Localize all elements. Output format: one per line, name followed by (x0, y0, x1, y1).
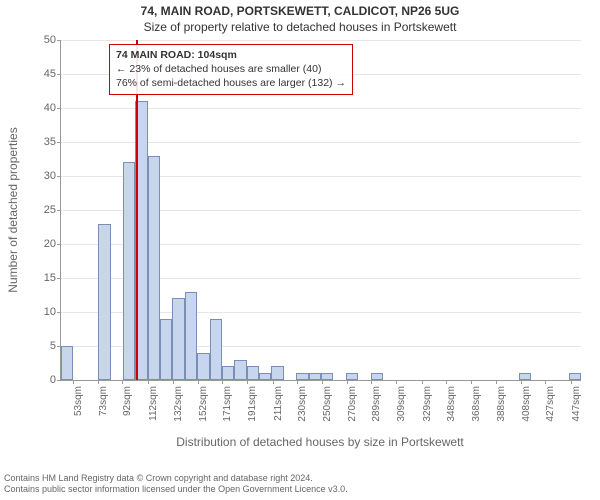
xtick-mark (347, 380, 348, 384)
xtick-mark (571, 380, 572, 384)
annotation-line: 74 MAIN ROAD: 104sqm (116, 48, 346, 62)
xtick-label: 73sqm (98, 386, 109, 416)
x-axis-title: Distribution of detached houses by size … (60, 435, 580, 449)
histogram-bar (197, 353, 209, 380)
chart-title-sub: Size of property relative to detached ho… (0, 20, 600, 34)
ytick-mark (57, 40, 61, 41)
xtick-label: 348sqm (446, 386, 457, 422)
histogram-bar (234, 360, 246, 380)
ytick-label: 45 (44, 68, 56, 80)
ytick-label: 0 (50, 374, 56, 386)
xtick-label: 309sqm (396, 386, 407, 422)
xtick-mark (148, 380, 149, 384)
xtick-label: 447sqm (571, 386, 582, 422)
gridline (61, 40, 581, 41)
ytick-mark (57, 380, 61, 381)
chart-title-main: 74, MAIN ROAD, PORTSKEWETT, CALDICOT, NP… (0, 4, 600, 18)
xtick-mark (521, 380, 522, 384)
plot-area: 0510152025303540455053sqm73sqm92sqm112sq… (60, 40, 581, 381)
xtick-label: 408sqm (521, 386, 532, 422)
annotation-line: ← 23% of detached houses are smaller (40… (116, 62, 346, 76)
xtick-label: 427sqm (545, 386, 556, 422)
xtick-mark (422, 380, 423, 384)
xtick-mark (98, 380, 99, 384)
histogram-bar (321, 373, 333, 380)
histogram-bar (309, 373, 321, 380)
histogram-bar (172, 298, 184, 380)
xtick-mark (122, 380, 123, 384)
xtick-mark (471, 380, 472, 384)
y-axis-title: Number of detached properties (6, 127, 20, 292)
histogram-bar (160, 319, 172, 380)
xtick-label: 53sqm (73, 386, 84, 416)
ytick-mark (57, 210, 61, 211)
histogram-bar (259, 373, 271, 380)
histogram-bar (185, 292, 197, 380)
annotation-line: 76% of semi-detached houses are larger (… (116, 76, 346, 90)
ytick-mark (57, 176, 61, 177)
xtick-label: 191sqm (247, 386, 258, 422)
ytick-label: 40 (44, 102, 56, 114)
xtick-label: 368sqm (471, 386, 482, 422)
xtick-label: 211sqm (273, 386, 284, 421)
ytick-label: 20 (44, 238, 56, 250)
xtick-label: 388sqm (496, 386, 507, 422)
ytick-label: 30 (44, 170, 56, 182)
xtick-label: 250sqm (322, 386, 333, 422)
histogram-bar (519, 373, 531, 380)
xtick-mark (496, 380, 497, 384)
ytick-label: 15 (44, 272, 56, 284)
xtick-label: 270sqm (347, 386, 358, 422)
histogram-bar (371, 373, 383, 380)
xtick-mark (446, 380, 447, 384)
xtick-mark (173, 380, 174, 384)
xtick-mark (73, 380, 74, 384)
xtick-mark (396, 380, 397, 384)
xtick-mark (247, 380, 248, 384)
histogram-bar (61, 346, 73, 380)
xtick-label: 171sqm (222, 386, 233, 422)
xtick-label: 329sqm (422, 386, 433, 422)
ytick-mark (57, 142, 61, 143)
xtick-label: 132sqm (173, 386, 184, 422)
copyright-line-2: Contains public sector information licen… (4, 484, 348, 494)
histogram-bar (346, 373, 358, 380)
xtick-label: 112sqm (148, 386, 159, 421)
xtick-mark (222, 380, 223, 384)
histogram-bar (296, 373, 308, 380)
ytick-label: 25 (44, 204, 56, 216)
ytick-mark (57, 108, 61, 109)
xtick-label: 92sqm (122, 386, 133, 416)
ytick-mark (57, 278, 61, 279)
histogram-bar (247, 366, 259, 380)
ytick-label: 35 (44, 136, 56, 148)
annotation-box: 74 MAIN ROAD: 104sqm← 23% of detached ho… (109, 44, 353, 95)
histogram-bar (222, 366, 234, 380)
xtick-mark (297, 380, 298, 384)
ytick-label: 10 (44, 306, 56, 318)
xtick-label: 152sqm (198, 386, 209, 422)
histogram-bar (123, 162, 135, 380)
copyright-line-1: Contains HM Land Registry data © Crown c… (4, 473, 313, 483)
xtick-mark (273, 380, 274, 384)
ytick-mark (57, 312, 61, 313)
ytick-label: 5 (50, 340, 56, 352)
histogram-bar (210, 319, 222, 380)
xtick-mark (198, 380, 199, 384)
histogram-bar (569, 373, 581, 380)
histogram-bar (271, 366, 283, 380)
xtick-label: 289sqm (371, 386, 382, 422)
histogram-bar (148, 156, 160, 380)
ytick-mark (57, 74, 61, 75)
histogram-bar (98, 224, 110, 380)
ytick-label: 50 (44, 34, 56, 46)
ytick-mark (57, 244, 61, 245)
xtick-label: 230sqm (297, 386, 308, 422)
xtick-mark (545, 380, 546, 384)
copyright-text: Contains HM Land Registry data © Crown c… (4, 473, 348, 496)
xtick-mark (322, 380, 323, 384)
xtick-mark (371, 380, 372, 384)
